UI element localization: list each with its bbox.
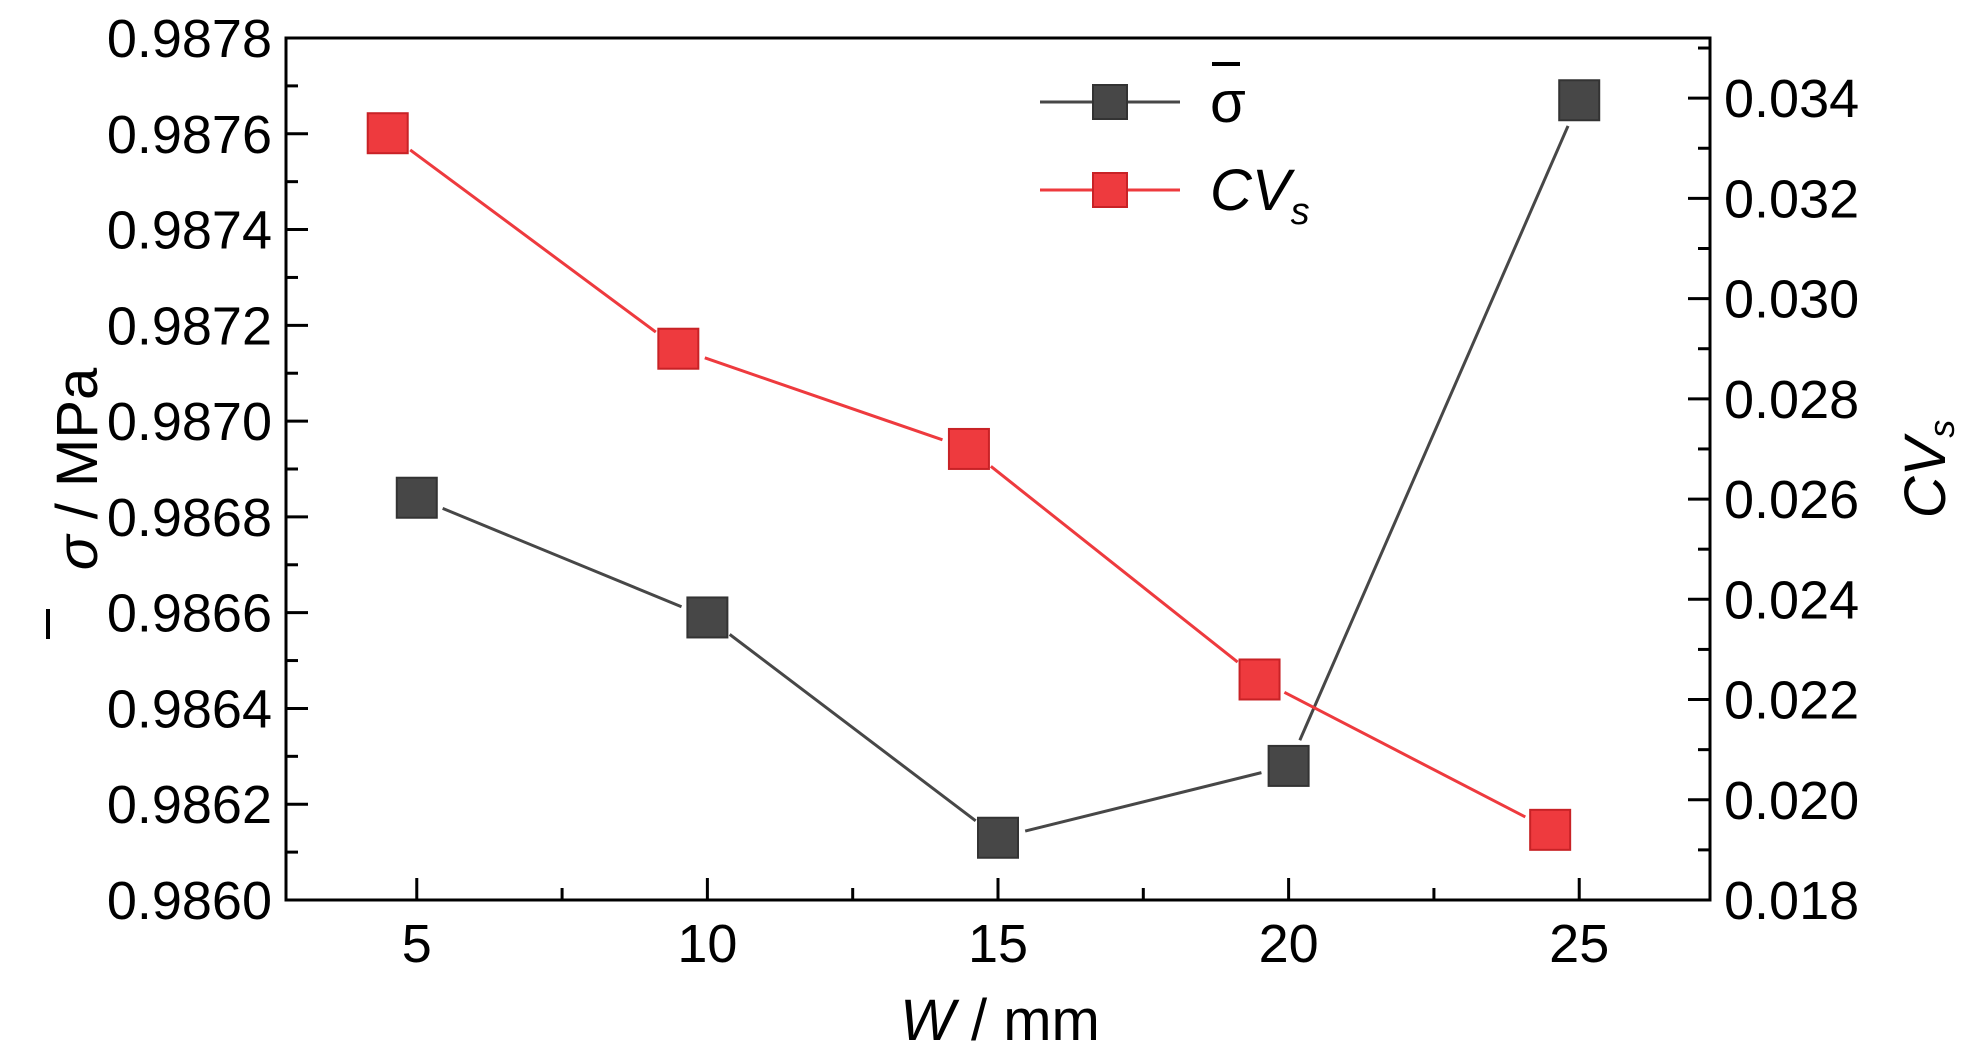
legend-item-sigma: σ (1040, 62, 1246, 135)
y-left-axis-ticks: 0.9860 0.9862 0.9864 0.9866 0.9868 0.9870 0.98… (107, 9, 308, 931)
y-left-tick-label: 0.9870 (107, 392, 272, 452)
x-tick-label: 20 (1259, 914, 1319, 974)
series-cvs-point (366, 112, 409, 155)
x-tick-label: 5 (402, 914, 432, 974)
y-right-tick-label: 0.030 (1724, 270, 1859, 330)
y-right-axis-title-main: CV (1893, 432, 1958, 518)
svg-text:CVs: CVs (1893, 420, 1961, 519)
x-tick-label: 15 (968, 914, 1028, 974)
legend-label-cvs-sub: s (1291, 191, 1310, 233)
series-sigma-point (1267, 744, 1310, 787)
series-cvs-segment (409, 148, 657, 334)
series-layer (366, 79, 1601, 859)
y-right-tick-label: 0.028 (1724, 370, 1859, 430)
y-left-tick-label: 0.9864 (107, 679, 272, 739)
y-right-tick-label: 0.026 (1724, 470, 1859, 530)
y-left-tick-label: 0.9878 (107, 9, 272, 69)
y-left-tick-label: 0.9872 (107, 296, 272, 356)
series-sigma-point (395, 476, 438, 519)
y-right-axis-title-sub: s (1921, 420, 1962, 438)
svg-text:σ / MPa: σ / MPa (45, 367, 110, 570)
legend-label-sigma: σ (1210, 70, 1246, 135)
legend-label-cvs-main: CV (1210, 158, 1296, 223)
y-right-tick-label: 0.022 (1724, 671, 1859, 731)
y-left-tick-label: 0.9874 (107, 201, 272, 261)
y-right-tick-label: 0.020 (1724, 771, 1859, 831)
series-sigma-point (977, 816, 1019, 859)
y-right-axis-title: CVs (1893, 420, 1961, 519)
y-left-axis-title-unit: / MPa (45, 367, 110, 535)
y-left-tick-label: 0.9876 (107, 105, 272, 165)
series-sigma-segment (728, 633, 977, 823)
y-right-tick-label: 0.024 (1724, 570, 1859, 630)
y-right-tick-label: 0.034 (1724, 69, 1859, 129)
y-right-axis-ticks: 0.018 0.020 0.022 0.024 0.026 0.028 0.030 0.032… (1688, 46, 1859, 931)
x-axis-title: W / mm (900, 988, 1100, 1053)
legend-marker-sigma (1092, 84, 1128, 120)
series-sigma-segment (1024, 771, 1262, 833)
y-left-tick-label: 0.9866 (107, 584, 272, 644)
plot-frame (284, 36, 1712, 902)
series-sigma-segment (442, 507, 683, 609)
x-tick-label: 25 (1549, 914, 1609, 974)
x-axis-title-variable: W (900, 988, 960, 1053)
y-right-tick-label: 0.018 (1724, 871, 1859, 931)
x-tick-label: 10 (677, 914, 737, 974)
x-axis-title-unit: / mm (955, 988, 1100, 1053)
series-cvs-segment (1283, 691, 1526, 819)
y-left-tick-label: 0.9868 (107, 488, 272, 548)
series-sigma-segment (1298, 125, 1570, 741)
y-right-tick-label: 0.032 (1724, 169, 1859, 229)
y-left-axis-title: σ / MPa (45, 367, 110, 639)
series-cvs-point (947, 427, 990, 470)
series-cvs-segment (704, 356, 943, 442)
legend: σ CVs (1040, 62, 1310, 233)
series-cvs-point (1238, 658, 1281, 701)
x-axis-ticks: 5 10 15 20 25 (402, 878, 1609, 974)
series-sigma-point (686, 596, 729, 639)
series-sigma-point (1558, 79, 1601, 122)
legend-marker-cvs (1092, 172, 1128, 208)
series-cvs-point (657, 327, 700, 370)
legend-item-cvs: CVs (1040, 158, 1310, 233)
y-left-axis-title-symbol: σ (45, 533, 110, 570)
y-left-tick-label: 0.9860 (107, 871, 272, 931)
series-cvs-segment (989, 465, 1239, 664)
series-cvs-point (1529, 808, 1572, 851)
y-left-tick-label: 0.9862 (107, 775, 272, 835)
legend-label-cvs: CVs (1210, 158, 1310, 233)
